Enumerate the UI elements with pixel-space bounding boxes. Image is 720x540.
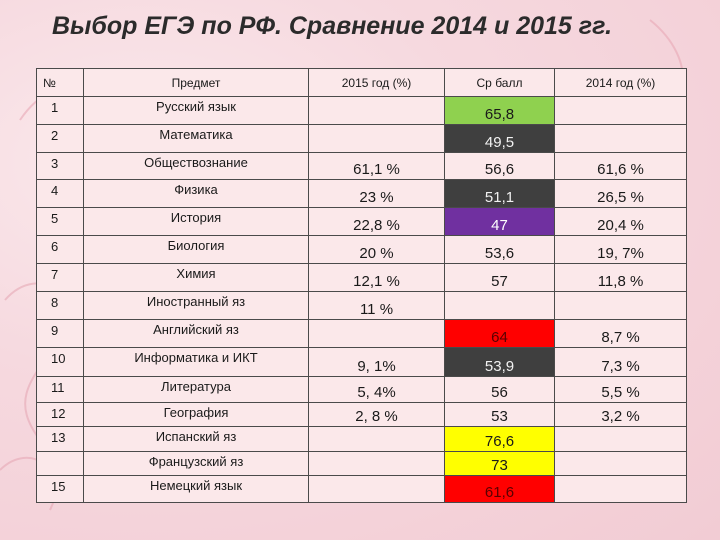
row-subject: Обществознание <box>83 152 309 180</box>
table-row: 7 Химия 12,1 % 57 11,8 % <box>36 263 687 292</box>
row-number: 4 <box>36 179 84 208</box>
row-2015-percent: 23 % <box>308 179 445 208</box>
row-subject: Математика <box>83 124 309 153</box>
row-number: 9 <box>36 319 84 348</box>
row-2014-percent: 61,6 % <box>554 152 687 180</box>
table-row: 12 География 2, 8 % 53 3,2 % <box>36 402 687 427</box>
row-subject: Русский язык <box>83 96 309 125</box>
table-row: 4 Физика 23 % 51,1 26,5 % <box>36 179 687 208</box>
row-2014-percent <box>554 96 687 125</box>
row-average-score: 76,6 <box>444 426 555 452</box>
row-2014-percent: 11,8 % <box>554 263 687 292</box>
table-row: 8 Иностранный яз 11 % <box>36 291 687 320</box>
table-header-row: № Предмет 2015 год (%) Ср балл 2014 год … <box>36 68 687 97</box>
table-row: 5 История 22,8 % 47 20,4 % <box>36 207 687 236</box>
table-body: 1 Русский язык 65,8 2 Математика 49,5 3 Обществ… <box>36 96 687 503</box>
row-average-score: 61,6 <box>444 475 555 503</box>
table-row: 6 Биология 20 % 53,6 19, 7% <box>36 235 687 264</box>
row-2014-percent: 26,5 % <box>554 179 687 208</box>
header-2015-percent: 2015 год (%) <box>308 68 445 97</box>
row-subject: Английский яз <box>83 319 309 348</box>
table-row: 9 Английский яз 64 8,7 % <box>36 319 687 348</box>
row-number: 10 <box>36 347 84 377</box>
row-average-score: 47 <box>444 207 555 236</box>
row-2014-percent: 5,5 % <box>554 376 687 403</box>
row-2015-percent <box>308 475 445 503</box>
row-2015-percent: 12,1 % <box>308 263 445 292</box>
row-average-score: 73 <box>444 451 555 476</box>
row-2014-percent <box>554 124 687 153</box>
header-average-score: Ср балл <box>444 68 555 97</box>
table-row: 10 Информатика и ИКТ 9, 1% 53,9 7,3 % <box>36 347 687 377</box>
row-subject: География <box>83 402 309 427</box>
row-2014-percent: 8,7 % <box>554 319 687 348</box>
row-average-score: 53,9 <box>444 347 555 377</box>
row-2015-percent <box>308 319 445 348</box>
exam-comparison-table: № Предмет 2015 год (%) Ср балл 2014 год … <box>36 68 687 503</box>
row-average-score: 53,6 <box>444 235 555 264</box>
row-2014-percent <box>554 451 687 476</box>
row-number: 7 <box>36 263 84 292</box>
table-row: 2 Математика 49,5 <box>36 124 687 153</box>
row-subject: История <box>83 207 309 236</box>
header-2014-percent: 2014 год (%) <box>554 68 687 97</box>
row-2015-percent: 11 % <box>308 291 445 320</box>
row-number: 2 <box>36 124 84 153</box>
row-2015-percent: 5, 4% <box>308 376 445 403</box>
row-subject: Информатика и ИКТ <box>83 347 309 377</box>
row-number: 5 <box>36 207 84 236</box>
row-2015-percent <box>308 451 445 476</box>
row-2015-percent: 61,1 % <box>308 152 445 180</box>
row-2014-percent <box>554 291 687 320</box>
row-average-score: 49,5 <box>444 124 555 153</box>
row-2015-percent <box>308 124 445 153</box>
row-2014-percent <box>554 426 687 452</box>
row-subject: Биология <box>83 235 309 264</box>
row-2015-percent: 22,8 % <box>308 207 445 236</box>
row-number: 11 <box>36 376 84 403</box>
row-average-score: 51,1 <box>444 179 555 208</box>
row-subject: Физика <box>83 179 309 208</box>
row-2014-percent: 3,2 % <box>554 402 687 427</box>
table-row: 3 Обществознание 61,1 % 56,6 61,6 % <box>36 152 687 180</box>
row-number: 15 <box>36 475 84 503</box>
row-average-score: 65,8 <box>444 96 555 125</box>
row-number: 6 <box>36 235 84 264</box>
table-row: Французский яз 73 <box>36 451 687 476</box>
header-number: № <box>36 68 84 97</box>
table-row: 1 Русский язык 65,8 <box>36 96 687 125</box>
row-2014-percent: 20,4 % <box>554 207 687 236</box>
row-number: 1 <box>36 96 84 125</box>
row-2015-percent: 20 % <box>308 235 445 264</box>
row-average-score: 53 <box>444 402 555 427</box>
row-2014-percent: 7,3 % <box>554 347 687 377</box>
row-number: 13 <box>36 426 84 452</box>
row-subject: Химия <box>83 263 309 292</box>
row-subject: Испанский яз <box>83 426 309 452</box>
row-2014-percent: 19, 7% <box>554 235 687 264</box>
page-title: Выбор ЕГЭ по РФ. Сравнение 2014 и 2015 г… <box>52 12 613 40</box>
row-number: 3 <box>36 152 84 180</box>
row-number: 12 <box>36 402 84 427</box>
row-subject: Иностранный яз <box>83 291 309 320</box>
row-2015-percent <box>308 426 445 452</box>
row-2015-percent <box>308 96 445 125</box>
row-subject: Немецкий язык <box>83 475 309 503</box>
row-number: 8 <box>36 291 84 320</box>
row-subject: Французский яз <box>83 451 309 476</box>
row-2015-percent: 9, 1% <box>308 347 445 377</box>
row-2015-percent: 2, 8 % <box>308 402 445 427</box>
row-average-score: 56 <box>444 376 555 403</box>
table-row: 11 Литература 5, 4% 56 5,5 % <box>36 376 687 403</box>
row-average-score: 56,6 <box>444 152 555 180</box>
table-row: 15 Немецкий язык 61,6 <box>36 475 687 503</box>
row-average-score <box>444 291 555 320</box>
table-row: 13 Испанский яз 76,6 <box>36 426 687 452</box>
header-subject: Предмет <box>83 68 309 97</box>
row-average-score: 57 <box>444 263 555 292</box>
row-2014-percent <box>554 475 687 503</box>
row-number <box>36 451 84 476</box>
row-subject: Литература <box>83 376 309 403</box>
row-average-score: 64 <box>444 319 555 348</box>
